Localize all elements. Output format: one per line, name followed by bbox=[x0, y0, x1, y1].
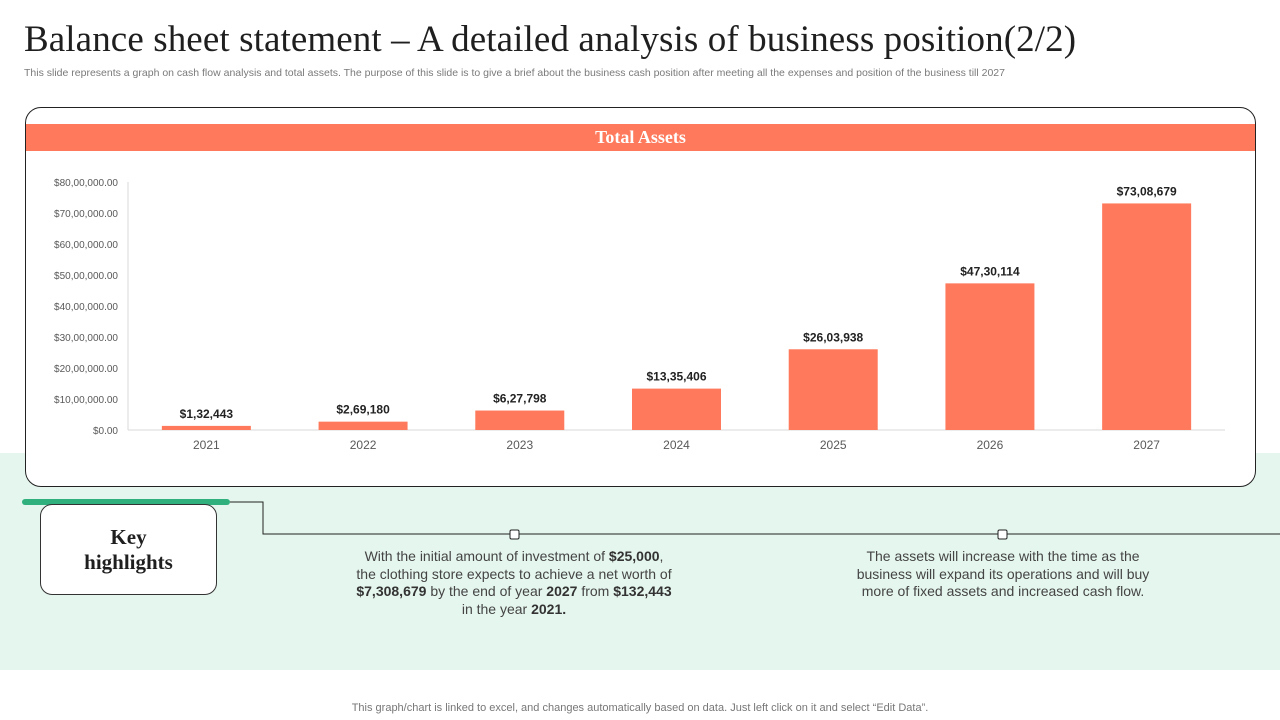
y-tick-label: $30,00,000.00 bbox=[54, 333, 118, 344]
data-label-2022: $2,69,180 bbox=[336, 403, 390, 417]
bar-2023[interactable] bbox=[475, 410, 565, 430]
data-label-2025: $26,03,938 bbox=[803, 330, 863, 344]
bar-2025[interactable] bbox=[788, 349, 878, 430]
bar-2022[interactable] bbox=[318, 421, 408, 430]
y-tick-label: $0.00 bbox=[93, 426, 118, 437]
key-highlights-accent-bar bbox=[22, 499, 230, 505]
bar-2024[interactable] bbox=[632, 388, 721, 430]
total-assets-chart[interactable]: $0.00 $10,00,000.00 $20,00,000.00 $30,00,00… bbox=[26, 108, 1255, 486]
x-tick-label: 2021 bbox=[193, 438, 220, 452]
highlight-point-1: With the initial amount of investment of… bbox=[356, 548, 672, 617]
page-title: Balance sheet statement – A detailed ana… bbox=[24, 19, 1077, 60]
x-tick-label: 2023 bbox=[506, 438, 533, 452]
bar-2021[interactable] bbox=[161, 425, 251, 430]
y-tick-label: $60,00,000.00 bbox=[54, 240, 118, 251]
x-tick-label: 2024 bbox=[663, 438, 690, 452]
data-label-2021: $1,32,443 bbox=[180, 407, 234, 421]
key-highlights-heading-line1: Key bbox=[110, 524, 147, 549]
bar-2026[interactable] bbox=[945, 283, 1035, 430]
y-tick-label: $10,00,000.00 bbox=[54, 395, 118, 406]
data-label-2024: $13,35,406 bbox=[646, 370, 706, 384]
y-tick-label: $80,00,000.00 bbox=[54, 178, 118, 189]
chart-title: Total Assets bbox=[26, 124, 1255, 151]
y-tick-label: $40,00,000.00 bbox=[54, 302, 118, 313]
data-label-2026: $47,30,114 bbox=[960, 264, 1020, 278]
bar-2027[interactable] bbox=[1102, 203, 1192, 430]
x-tick-label: 2026 bbox=[977, 438, 1004, 452]
y-tick-label: $20,00,000.00 bbox=[54, 364, 118, 375]
page-subtitle: This slide represents a graph on cash fl… bbox=[24, 67, 1005, 79]
y-tick-label: $50,00,000.00 bbox=[54, 271, 118, 282]
x-tick-label: 2027 bbox=[1133, 438, 1160, 452]
x-tick-label: 2022 bbox=[350, 438, 377, 452]
data-label-2023: $6,27,798 bbox=[493, 392, 547, 406]
key-highlights-box: Key highlights bbox=[40, 504, 217, 595]
x-tick-label: 2025 bbox=[820, 438, 847, 452]
y-tick-label: $70,00,000.00 bbox=[54, 209, 118, 220]
data-label-2027: $73,08,679 bbox=[1117, 184, 1177, 198]
highlight-point-2: The assets will increase with the time a… bbox=[856, 548, 1150, 599]
footer-note: This graph/chart is linked to excel, and… bbox=[351, 702, 929, 714]
chart-card[interactable]: Total Assets $0.00 $10,00,000.00 $20,00,00… bbox=[25, 107, 1256, 487]
key-highlights-heading-line2: highlights bbox=[84, 549, 173, 574]
